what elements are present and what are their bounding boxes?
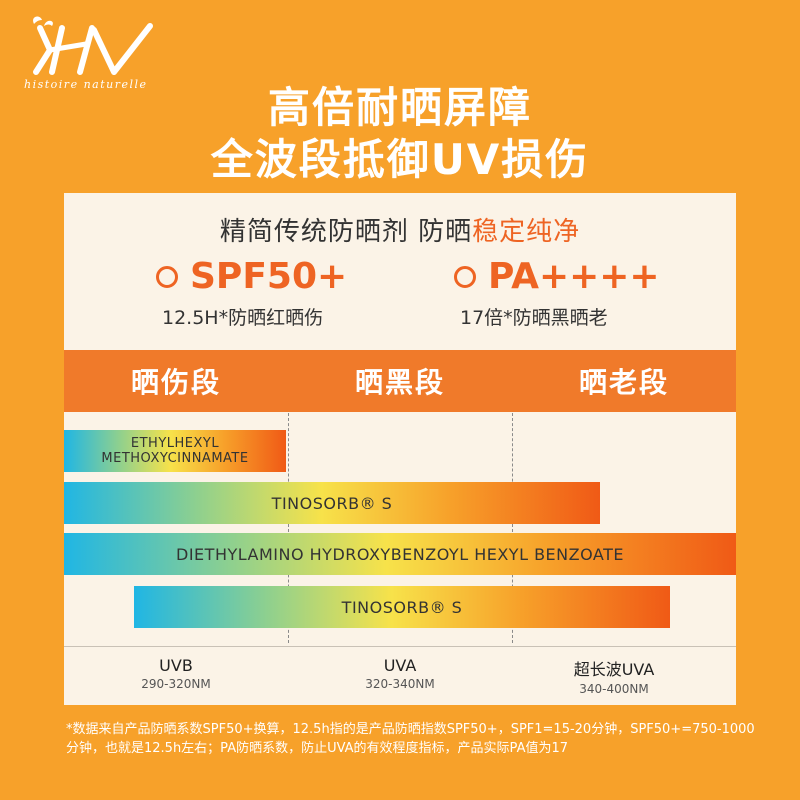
band-sunburn: 晒伤段 [130,366,221,399]
band-divider [512,413,513,643]
axis-name: UVA [383,656,417,675]
subtitle-highlight: 稳定纯净 [472,217,581,247]
axis-name: 超长波UVA [573,660,655,679]
circle-icon [454,266,476,288]
axis-name: UVB [159,656,193,675]
spf-desc: 12.5H*防晒红晒伤 [162,307,324,329]
subtitle-prefix: 精简传统防晒剂 防晒 [219,217,473,247]
ingredient-bar-tinosorb-2: TINOSORB® S [134,586,670,628]
circle-icon [156,266,178,288]
headline-line2: 全波段抵御UV损伤 [210,135,590,184]
pa-desc: 17倍*防晒黑晒老 [460,307,608,329]
leaf-icon [33,16,153,75]
footnote: *数据来自产品防晒系数SPF50+换算，12.5h指的是产品防晒指数SPF50+… [66,722,755,756]
ingredient-line2: METHOXYCINNAMATE [101,451,249,466]
spf-value: SPF50+ [190,256,348,297]
axis-uva: UVA 320-340NM [320,656,480,691]
brand-logo: histoire naturelle [22,14,162,94]
band-header: 晒伤段 晒黑段 晒老段 [64,350,736,412]
pa-value: PA++++ [488,256,660,297]
ingredient-bar-tinosorb-1: TINOSORB® S [64,482,600,524]
axis-line [64,646,736,647]
subtitle: 精简传统防晒剂 防晒稳定纯净 [64,211,736,248]
ingredient-bar-dhhb: DIETHYLAMINO HYDROXYBENZOYL HEXYL BENZOA… [64,533,736,575]
headline-line1: 高倍耐晒屏障 [267,83,532,132]
axis-range: 290-320NM [141,677,211,691]
band-aging: 晒老段 [578,366,669,399]
band-tanning: 晒黑段 [354,366,445,399]
axis-range: 320-340NM [365,677,435,691]
ingredient-line1: ETHYLHEXYL [130,436,220,451]
axis-range: 340-400NM [579,682,649,696]
ingredient-label: DIETHYLAMINO HYDROXYBENZOYL HEXYL BENZOA… [176,544,624,564]
spf-spec: SPF50+ 12.5H*防晒红晒伤 [156,255,347,330]
axis-uvb: UVB 290-320NM [96,656,256,691]
ingredient-label: TINOSORB® S [341,597,463,617]
band-divider [288,413,289,643]
ingredient-bar-ethylhexyl: ETHYLHEXYL METHOXYCINNAMATE [64,430,286,472]
ingredient-label: TINOSORB® S [271,493,393,513]
brand-tagline: histoire naturelle [24,78,148,91]
axis-long-uva: 超长波UVA 340-400NM [534,656,694,696]
pa-spec: PA++++ 17倍*防晒黑晒老 [454,255,660,330]
